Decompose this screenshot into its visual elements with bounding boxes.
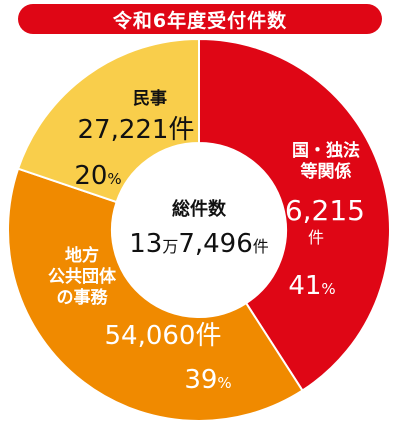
slice-local xyxy=(7,167,304,422)
slice-civil xyxy=(16,37,200,204)
slice-civil-name: 民事 xyxy=(133,89,167,109)
center-label: 総件数 xyxy=(172,198,227,220)
slice-national-value-unit: 件 xyxy=(308,228,324,247)
slice-national xyxy=(198,37,391,392)
slice-civil-value: 27,221件 xyxy=(78,115,195,145)
slice-national-name: 等関係 xyxy=(301,161,352,182)
slice-national-value: 56,215 xyxy=(267,194,365,227)
slice-local-percent: 39% xyxy=(184,365,231,395)
slice-local-name: の事務 xyxy=(57,287,109,308)
slice-local-name: 地方 xyxy=(65,245,99,266)
slice-national-percent: 41% xyxy=(288,271,335,301)
slice-local-name: 公共団体 xyxy=(48,266,117,287)
title-banner: 令和6年度受付件数 xyxy=(18,4,382,34)
slice-local-value: 54,060件 xyxy=(105,321,222,351)
chart-title: 令和6年度受付件数 xyxy=(112,9,288,32)
center-total: 13万7,496件 xyxy=(129,229,269,259)
slice-national-name: 国・独法 xyxy=(292,140,360,161)
slice-civil-percent: 20% xyxy=(74,161,121,191)
